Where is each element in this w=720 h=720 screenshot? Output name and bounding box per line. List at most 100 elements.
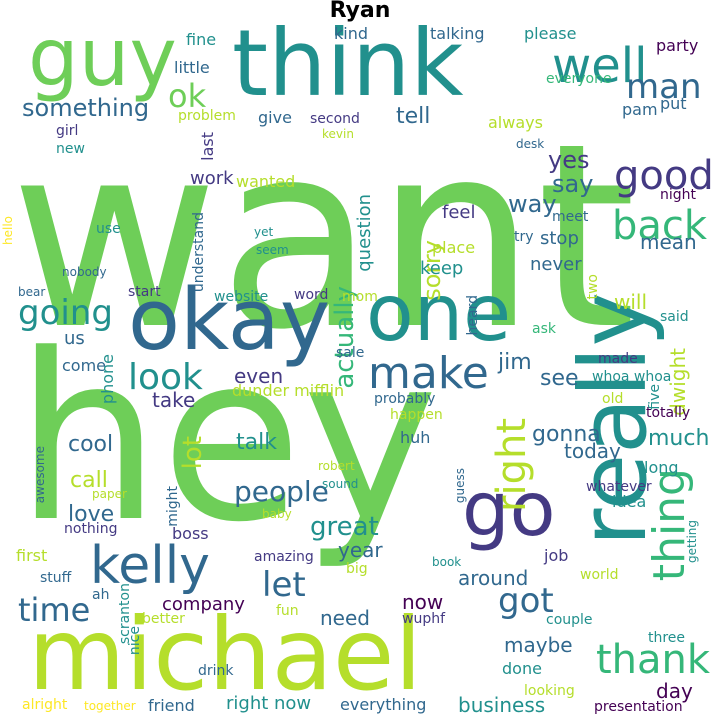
word-amazing: amazing [254,549,314,565]
word-phone: phone [98,354,117,405]
word-job: job [544,546,569,565]
word-great: great [310,512,379,542]
word-girl: girl [56,123,79,139]
word-year: year [338,538,383,562]
word-wanted: wanted [236,172,296,191]
page-title: Ryan [329,0,391,23]
word-michael: michael [28,596,423,713]
word-much: much [648,426,710,451]
word-big: big [346,561,368,577]
word-understand: understand [191,212,207,293]
word-might: might [165,486,181,527]
word-see: see [540,366,579,391]
word-feel: feel [442,202,476,223]
word-bear: bear [18,285,46,299]
word-done: done [502,659,542,678]
word-company: company [162,594,245,615]
word-need: need [320,606,370,630]
word-right-now: right now [226,693,312,714]
word-back: back [612,203,708,249]
word-heard: heard [465,295,481,336]
word-yet: yet [254,225,274,239]
word-world: world [580,567,619,583]
word-tell: tell [396,104,431,129]
word-one: one [366,269,512,359]
word-kevin: kevin [322,127,354,141]
word-problem: problem [178,108,236,124]
word-fine: fine [186,30,217,49]
word-around: around [458,566,529,590]
word-call: call [70,468,108,493]
word-alright: alright [22,697,68,713]
word-first: first [16,546,48,565]
word-lot: lot [178,436,208,470]
word-little: little [174,58,210,77]
word-mean: mean [640,230,697,254]
word-maybe: maybe [504,633,573,657]
word-guy: guy [28,11,177,104]
word-today: today [564,439,621,463]
word-go: go [462,465,556,553]
word-let: let [262,565,306,605]
word-looking: looking [524,683,575,699]
word-old: old [602,391,624,407]
word-good: good [614,153,714,199]
word-right: right [489,418,535,512]
word-totally: totally [646,405,691,421]
word-always: always [488,113,543,132]
word-desk: desk [516,137,545,151]
word-nothing: nothing [64,521,118,537]
word-place: place [432,238,476,257]
word-thank: thank [596,637,711,683]
word-talking: talking [430,24,485,43]
word-everything: everything [340,695,427,714]
word-word: word [294,287,329,303]
word-start: start [128,284,161,300]
word-getting: getting [685,520,699,563]
word-couple: couple [546,612,593,628]
word-pam: pam [622,100,658,119]
word-kelly: kelly [90,536,210,596]
word-something: something [22,94,150,122]
word-hey: hey [15,306,439,573]
word-dunder-mifflin: dunder mifflin [232,381,345,400]
word-put: put [660,94,687,113]
word-sale: sale [336,345,365,361]
word-say: say [552,170,594,198]
word-jim: jim [498,350,532,375]
word-man: man [626,67,702,107]
word-yes: yes [548,146,590,174]
word-way: way [508,190,557,218]
word-sound: sound [322,477,359,491]
word-drink: drink [198,663,234,679]
word-stop: stop [540,228,579,249]
word-will: will [614,290,648,314]
word-book: book [432,555,462,569]
word-robert: robert [318,459,355,473]
word-going: going [18,293,113,333]
word-think: think [232,10,464,117]
word-whatever: whatever [586,479,652,495]
word-cool: cool [68,432,114,457]
word-idea: idea [612,492,647,511]
word-wuphf: wuphf [402,611,446,627]
word-try: try [514,229,534,245]
word-okay: okay [128,271,331,370]
word-hello: hello [1,216,15,245]
word-party: party [656,36,699,55]
word-talk: talk [236,430,277,455]
word-come: come [62,356,107,375]
word-mom: mom [342,289,378,305]
word-question: question [354,194,375,272]
word-people: people [234,475,329,508]
word-better: better [142,611,185,627]
word-happen: happen [390,407,443,423]
word-said: said [660,309,689,325]
word-make: make [368,348,489,399]
word-ask: ask [532,321,556,337]
word-presentation: presentation [594,699,683,715]
word-boss: boss [172,524,209,543]
word-meet: meet [552,209,589,225]
word-huh: huh [400,428,431,447]
